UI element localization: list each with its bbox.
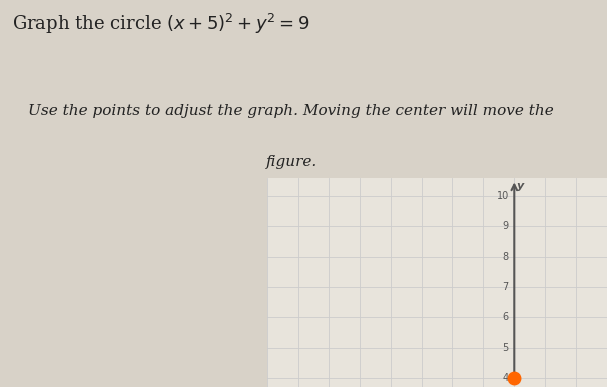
Text: 9: 9 (503, 221, 509, 231)
Text: figure.: figure. (266, 155, 317, 169)
Text: y: y (517, 181, 524, 191)
Text: Graph the circle $(x + 5)^2 + y^2 = 9$: Graph the circle $(x + 5)^2 + y^2 = 9$ (12, 12, 310, 36)
Text: 8: 8 (503, 252, 509, 262)
Text: 4: 4 (503, 373, 509, 383)
Text: Use the points to adjust the graph. Moving the center will move the: Use the points to adjust the graph. Movi… (29, 104, 554, 118)
Text: 7: 7 (503, 282, 509, 292)
Text: 10: 10 (497, 191, 509, 201)
Text: 5: 5 (503, 342, 509, 353)
Text: 6: 6 (503, 312, 509, 322)
